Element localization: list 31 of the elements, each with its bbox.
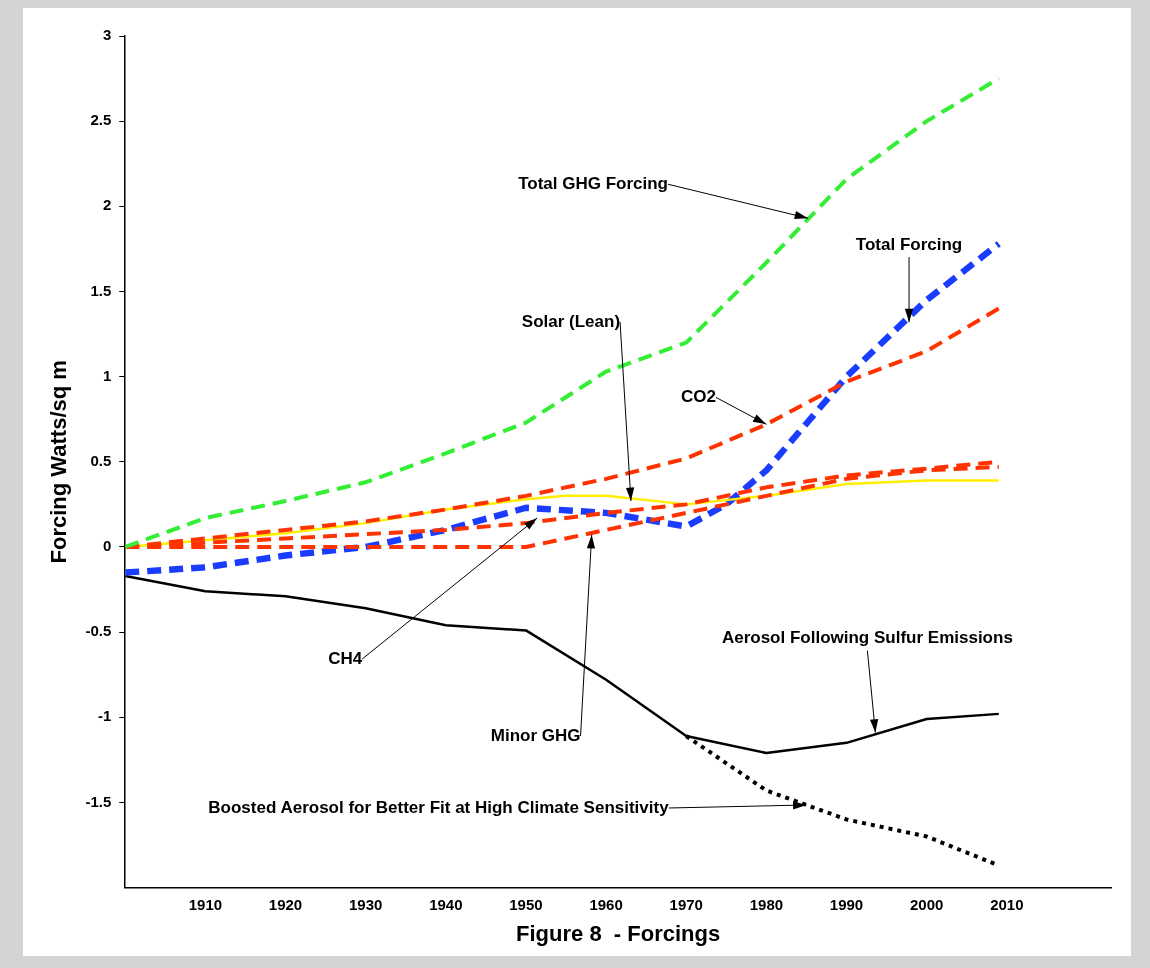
y-tick-label: 1 [102, 366, 112, 384]
annotation: Boosted Aerosol for Better Fit at High Climate Sensitivity [208, 797, 670, 817]
y-tick-label: 0.5 [90, 451, 112, 469]
x-tick-label: 1910 [188, 895, 223, 913]
x-tick-label: 1950 [509, 895, 543, 913]
y-tick-label: 3 [102, 26, 112, 44]
y-tick-label: -1.5 [85, 792, 112, 810]
x-tick-label: 1980 [749, 895, 784, 913]
annotation: Aerosol Following Sulfur Emissions [721, 628, 1013, 648]
annotation: Minor GHG [490, 725, 581, 745]
annotation: Total GHG Forcing [518, 173, 668, 193]
annotation: Solar (Lean) [521, 311, 621, 331]
x-tick-label: 1930 [348, 895, 383, 913]
annotation: CH4 [328, 648, 363, 668]
x-tick-label: 2000 [909, 895, 944, 913]
y-axis-title: Forcing Watts/sq m [46, 360, 72, 564]
y-tick-label: -1 [97, 707, 112, 725]
y-tick-label: 2 [102, 196, 112, 214]
y-tick-label: 2.5 [90, 111, 112, 129]
x-tick-label: 1960 [589, 895, 623, 913]
annotation: Total Forcing [855, 234, 963, 254]
y-tick-label: 0 [102, 537, 112, 555]
y-tick-label: -0.5 [85, 622, 112, 640]
x-tick-label: 1970 [669, 895, 703, 913]
x-tick-label: 1920 [268, 895, 303, 913]
y-tick-label: 1.5 [90, 281, 112, 299]
x-tick-label: 2010 [990, 895, 1024, 913]
x-axis-title: Figure 8 - Forcings [516, 920, 721, 946]
x-tick-label: 1990 [829, 895, 864, 913]
x-tick-label: 1940 [429, 895, 463, 913]
annotation: CO2 [680, 387, 716, 407]
